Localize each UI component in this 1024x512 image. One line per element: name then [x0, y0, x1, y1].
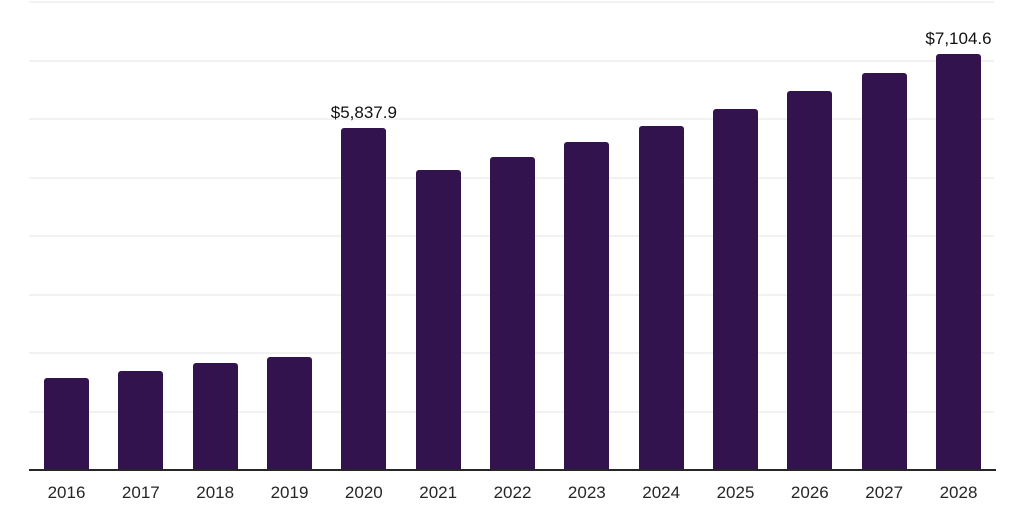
x-tick-label: 2017 [121, 483, 160, 502]
x-tick-label: 2020 [344, 483, 383, 502]
x-tick-label: 2023 [567, 483, 606, 502]
bar[interactable] [787, 91, 833, 470]
x-tick-label: 2016 [47, 483, 86, 502]
bar-value-label: $7,104.6 [925, 29, 992, 49]
bar[interactable] [341, 128, 387, 470]
x-tick-label: 2028 [939, 483, 978, 502]
x-tick-label: 2018 [196, 483, 235, 502]
bar-value-label: $5,837.9 [330, 103, 397, 123]
bar[interactable] [118, 371, 164, 470]
gridline [29, 1, 994, 3]
x-tick-label: 2022 [493, 483, 532, 502]
x-tick-label: 2024 [642, 483, 681, 502]
bar[interactable] [861, 72, 907, 470]
bar[interactable] [267, 356, 312, 470]
x-tick-label: 2025 [716, 483, 755, 502]
bar[interactable] [490, 157, 535, 470]
x-axis-line [29, 469, 996, 471]
bar[interactable] [415, 170, 461, 470]
bar[interactable] [564, 141, 610, 470]
x-tick-label: 2019 [270, 483, 309, 502]
x-tick-label: 2027 [865, 483, 904, 502]
bar[interactable] [192, 363, 238, 470]
gridline [29, 118, 994, 120]
x-tick-label: 2021 [419, 483, 458, 502]
bar[interactable] [936, 54, 981, 470]
bar[interactable] [713, 109, 758, 470]
gridline [29, 59, 994, 62]
bar[interactable] [638, 125, 684, 470]
bar[interactable] [44, 377, 89, 470]
x-tick-label: 2026 [790, 483, 829, 502]
